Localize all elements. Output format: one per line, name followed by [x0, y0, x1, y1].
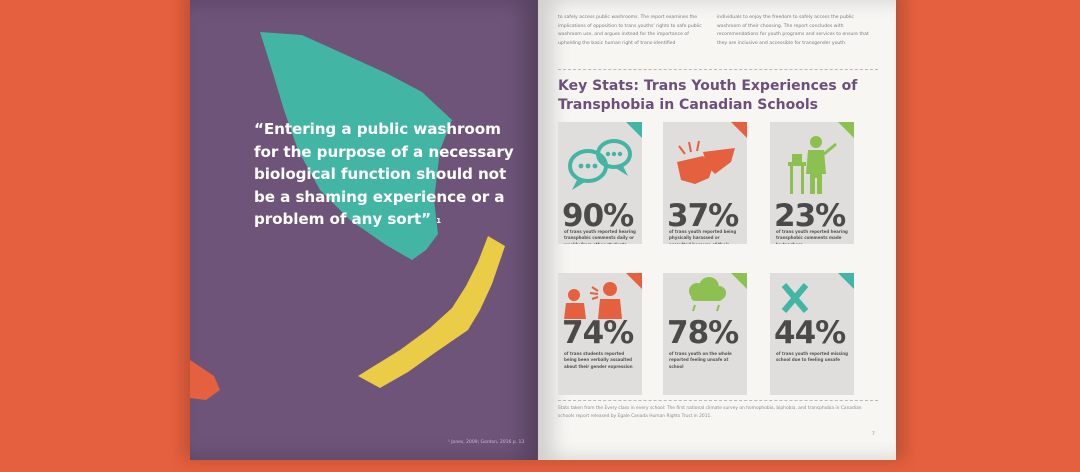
stat-card-5: 78% of trans youth on the whole reported…: [663, 273, 747, 395]
orange-corner-shape: [190, 360, 220, 400]
stat-card-3: 23% of trans youth reported hearing tran…: [770, 122, 854, 244]
left-footnote: ¹ Jones, 2009; Gordon, 2016 p. 13: [448, 440, 525, 445]
stat-card-6: 44% of trans youth reported missing scho…: [770, 273, 854, 395]
stat-caption: of trans students reported being been ve…: [564, 351, 633, 369]
stat-value: 74%: [562, 315, 634, 351]
stat-caption: of trans youth reported hearing transpho…: [776, 229, 848, 244]
corner-accent: [731, 122, 747, 138]
corner-accent: [838, 122, 854, 138]
storm-cloud-icon: [689, 277, 726, 319]
yellow-ribbon: [358, 236, 505, 388]
divider-top: [558, 69, 878, 70]
hands-icon: [677, 140, 735, 184]
corner-accent: [838, 273, 854, 289]
corner-accent: [731, 273, 747, 289]
stat-card-4: 74% of trans students reported being bee…: [558, 273, 642, 395]
stat-caption: of trans youth reported missing school d…: [776, 351, 848, 363]
stat-value: 23%: [774, 198, 846, 234]
stat-value: 78%: [667, 315, 739, 351]
key-stats-heading: Key Stats: Trans Youth Experiences of Tr…: [558, 78, 858, 113]
stat-caption: of trans youth reported being physically…: [669, 229, 737, 244]
corner-accent: [626, 122, 642, 138]
stat-caption: of trans youth on the whole reported fee…: [669, 351, 732, 369]
stat-value: 44%: [774, 315, 846, 351]
quote-reference: 1: [436, 217, 442, 226]
decorative-shapes: [190, 32, 505, 400]
stat-value: 90%: [562, 198, 634, 234]
divider-bottom: [558, 400, 878, 401]
corner-accent: [626, 273, 642, 289]
pull-quote: “Entering a public washroom for the purp…: [254, 120, 514, 229]
stat-caption: of trans youth reported hearing transpho…: [564, 229, 636, 244]
stat-value: 37%: [667, 198, 739, 234]
intro-column-1: to safely access public washrooms. The r…: [558, 15, 702, 46]
shouting-icon: [564, 282, 622, 319]
source-footnote: Stats taken from the Every class in ever…: [558, 406, 862, 420]
teacher-icon: [788, 136, 837, 194]
speech-bubbles-icon: [568, 139, 632, 190]
x-icon: [781, 283, 809, 313]
intro-column-2: individuals to enjoy the freedom to safe…: [717, 15, 869, 46]
right-page: to safely access public washrooms. The r…: [538, 0, 896, 460]
stat-card-2: 37% of trans youth reported being physic…: [663, 122, 747, 244]
left-page: “Entering a public washroom for the purp…: [190, 0, 538, 460]
teal-shape: [260, 32, 452, 260]
page-number: 7: [872, 432, 875, 437]
stat-card-1: 90% of trans youth reported hearing tran…: [558, 122, 642, 244]
